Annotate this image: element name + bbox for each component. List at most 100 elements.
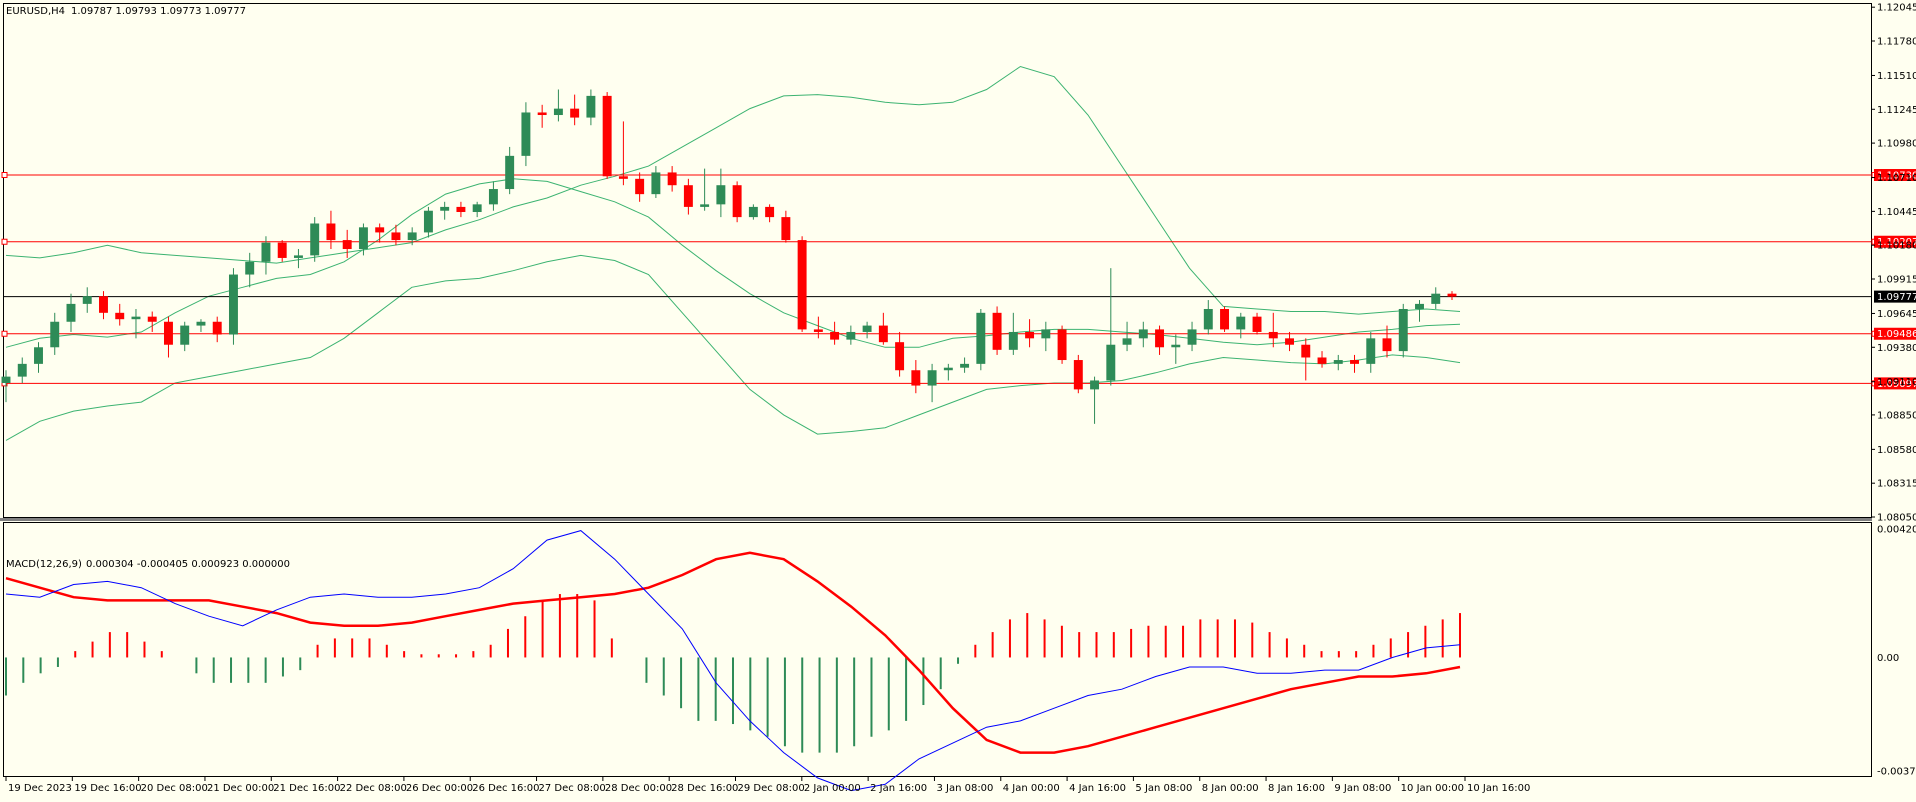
candle-body — [1090, 380, 1100, 390]
candle-body — [505, 155, 515, 190]
candle-body — [1333, 360, 1343, 364]
candle-body — [1431, 293, 1441, 304]
candle-body — [358, 227, 368, 250]
candle-body — [1220, 308, 1230, 330]
candle-body — [830, 331, 840, 340]
price-tick-label: 1.11780 — [1877, 37, 1916, 48]
time-tick-label: 19 Dec 16:00 — [74, 783, 141, 794]
symbol-label: EURUSD,H4 — [6, 6, 65, 17]
candle-body — [976, 312, 986, 364]
candle-body — [82, 296, 92, 304]
candle-body — [537, 112, 547, 116]
candle-body — [797, 240, 807, 330]
ohlc-readout: 1.09787 1.09793 1.09773 1.09777 — [71, 6, 246, 17]
time-tick-label: 5 Jan 08:00 — [1135, 783, 1192, 794]
candle-body — [342, 240, 352, 250]
candle-body — [927, 370, 937, 386]
candle-body — [732, 185, 742, 218]
candle-body — [293, 255, 303, 258]
bollinger-middle-line — [5, 178, 1461, 348]
macd-tick-label: -0.003707 — [1877, 767, 1916, 778]
candle-body — [1073, 360, 1083, 390]
candle-body — [895, 342, 905, 371]
price-tick-label: 1.12045 — [1877, 3, 1916, 14]
candle-body — [99, 296, 108, 313]
time-tick-label: 10 Jan 16:00 — [1467, 783, 1530, 794]
candle-body — [456, 206, 466, 213]
candle-body — [651, 172, 661, 195]
candle-body — [1171, 344, 1181, 348]
price-tick-label: 1.08580 — [1877, 445, 1916, 456]
candle-body — [1285, 338, 1294, 345]
candle-body — [1138, 329, 1148, 339]
candle-body — [1350, 360, 1359, 364]
level-price-tag — [1874, 377, 1916, 390]
price-tick-label: 1.08850 — [1877, 410, 1916, 421]
time-tick-label: 3 Jan 08:00 — [936, 783, 993, 794]
level-handle[interactable] — [1, 172, 8, 178]
candle-body — [375, 227, 385, 233]
candle-body — [261, 242, 271, 262]
time-tick-label: 4 Jan 00:00 — [1003, 783, 1060, 794]
macd-main-line — [5, 530, 1461, 792]
candle-body — [472, 204, 482, 213]
candle-body — [228, 274, 238, 335]
price-tick-label: 1.11510 — [1877, 71, 1916, 82]
level-handle[interactable] — [1, 330, 8, 337]
candle-body — [943, 367, 953, 371]
candle-body — [1203, 308, 1213, 330]
time-tick-label: 2 Jan 00:00 — [804, 783, 861, 794]
current-price-label: 1.09777 — [1877, 292, 1916, 303]
candle-body — [277, 242, 287, 258]
time-tick-label: 28 Dec 00:00 — [605, 783, 672, 794]
candle-body — [1301, 344, 1311, 358]
candle-body — [846, 331, 856, 340]
symbol-title: EURUSD,H4 1.09787 1.09793 1.09773 1.09777 — [6, 6, 246, 17]
price-tick-label: 1.09380 — [1877, 343, 1916, 354]
level-price-tag — [1874, 169, 1916, 181]
candle-body — [765, 206, 775, 218]
level-handle[interactable] — [1, 238, 8, 245]
level-price-label: 1.09097 — [1877, 379, 1916, 390]
price-tick-label: 1.10710 — [1877, 173, 1916, 184]
price-tick-label: 1.10445 — [1877, 207, 1916, 218]
level-price-tag — [1874, 327, 1916, 340]
time-tick-label: 28 Dec 16:00 — [671, 783, 738, 794]
candle-body — [326, 223, 336, 241]
candle-body — [310, 223, 320, 256]
time-tick-label: 20 Dec 08:00 — [141, 783, 208, 794]
candle-body — [586, 95, 596, 118]
candle-body — [1398, 308, 1408, 352]
price-tick-label: 1.09645 — [1877, 309, 1916, 320]
candle-body — [1366, 338, 1376, 364]
current-price-tag — [1874, 290, 1916, 303]
candle-body — [618, 176, 628, 179]
candle-body — [66, 303, 76, 322]
candle-body — [164, 321, 173, 345]
time-tick-label: 8 Jan 00:00 — [1202, 783, 1259, 794]
candle-body — [602, 95, 612, 177]
price-tick-label: 1.09915 — [1877, 275, 1916, 286]
candle-body — [440, 206, 450, 211]
macd-pane-frame — [3, 522, 1872, 777]
macd-tick-label: 0.004209 — [1877, 525, 1916, 536]
candle-body — [1252, 316, 1262, 332]
horizontal-levels[interactable]: 1.10730 1.10207 1.09486 1.09097 1.09777 — [1, 169, 1916, 390]
candle-body — [180, 325, 190, 345]
candle-body — [748, 206, 758, 218]
candle-body — [992, 312, 1002, 350]
macd-label: MACD(12,26,9) — [6, 559, 82, 570]
candle-body — [1155, 329, 1165, 348]
price-tick-label: 1.11245 — [1877, 105, 1916, 116]
candle-body — [34, 347, 43, 364]
price-pane-frame — [3, 3, 1872, 518]
candle-body — [1025, 331, 1035, 339]
candle-body — [911, 370, 921, 386]
candle-body — [1057, 329, 1067, 361]
price-tick-label: 1.10180 — [1877, 241, 1916, 252]
time-axis: 19 Dec 2023 19 Dec 16:00 20 Dec 08:00 21 De… — [5, 776, 1530, 794]
macd-title: MACD(12,26,9) 0.000304 -0.000405 0.000923… — [6, 559, 290, 570]
candle-body — [716, 185, 726, 205]
